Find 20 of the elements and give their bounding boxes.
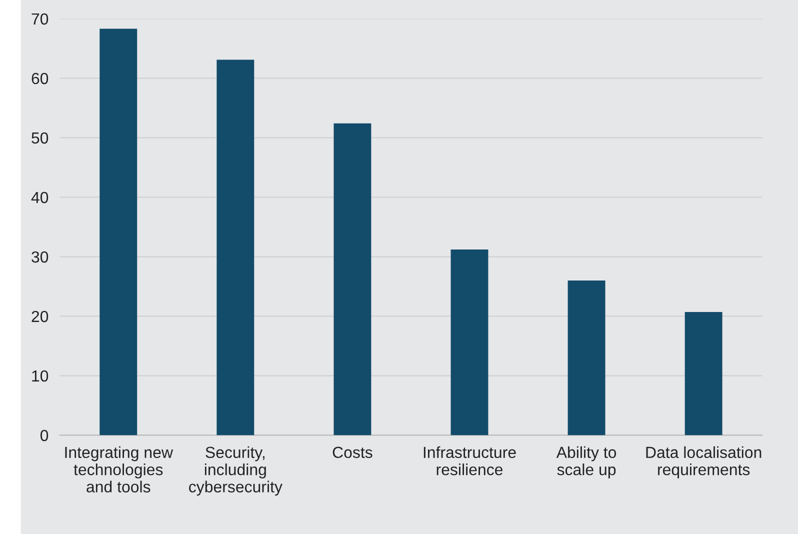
x-tick-label: Security, including cybersecurity [189,446,282,496]
y-tick-label: 70 [32,13,48,25]
y-tick-label: 10 [32,370,48,382]
x-tick-label: Data localisation requirements [646,446,762,478]
bar [450,250,488,436]
bar [334,123,372,436]
y-tick-label: 0 [40,430,48,442]
y-tick-label: 50 [32,132,48,144]
y-tick-label: 30 [32,251,48,263]
y-tick-label: 40 [31,192,48,204]
y-tick-label: 20 [32,310,48,322]
x-tick-label: Ability to scale up [556,446,616,478]
bar [568,280,606,436]
bar [216,60,254,436]
x-tick-label: Costs [332,446,372,458]
x-tick-label: Infrastructure resilience [424,446,516,476]
bar [684,312,722,436]
bar [100,28,138,436]
x-tick-label: Integrating new technologies and tools [65,446,174,492]
y-tick-label: 60 [32,72,48,84]
